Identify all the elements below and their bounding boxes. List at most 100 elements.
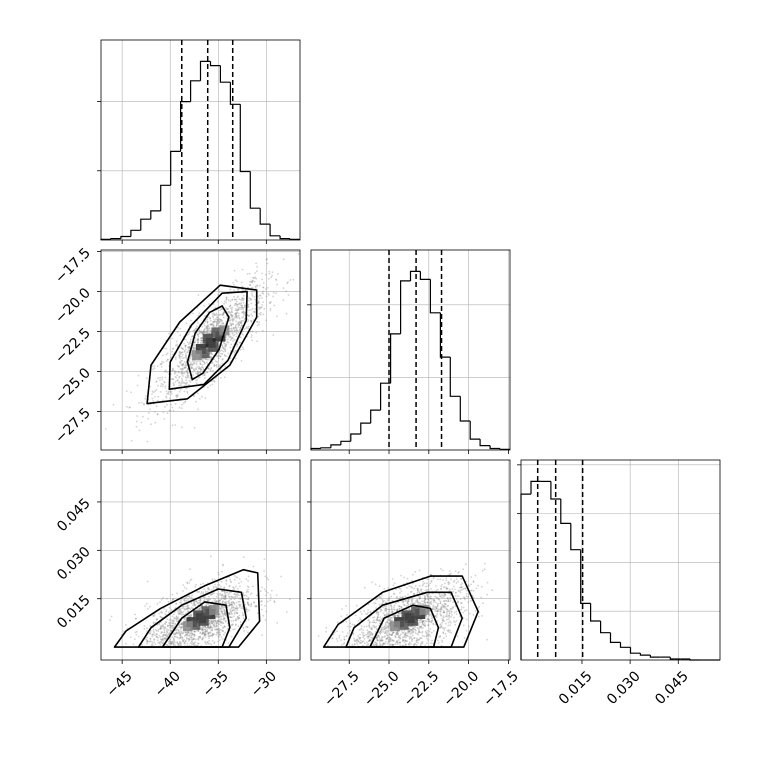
sample-point — [208, 626, 211, 629]
sample-point — [369, 610, 372, 613]
sample-point — [185, 588, 188, 590]
sample-point — [175, 396, 178, 399]
sample-point — [440, 626, 442, 628]
sample-point — [206, 331, 209, 334]
sample-point — [222, 347, 225, 349]
density-cell — [407, 615, 418, 626]
sample-point — [215, 620, 217, 623]
sample-point — [241, 324, 243, 327]
sample-point — [191, 641, 194, 643]
sample-point — [218, 623, 221, 625]
sample-point — [231, 330, 234, 332]
sample-point — [159, 379, 161, 382]
sample-point — [237, 597, 240, 600]
sample-point — [200, 331, 202, 334]
sample-point — [379, 630, 382, 633]
sample-point — [416, 632, 419, 635]
sample-point — [196, 602, 199, 605]
sample-point — [435, 596, 438, 599]
sample-point — [244, 606, 247, 609]
sample-point — [250, 280, 253, 283]
sample-point — [232, 601, 235, 604]
sample-point — [164, 637, 167, 640]
sample-point — [159, 390, 162, 393]
sample-point — [188, 638, 190, 640]
sample-point — [430, 615, 433, 617]
sample-point — [242, 348, 245, 350]
sample-point — [261, 586, 263, 589]
sample-point — [212, 325, 215, 328]
sample-point — [338, 636, 341, 639]
sample-point — [199, 632, 202, 634]
sample-point — [250, 298, 253, 301]
sample-point — [343, 638, 346, 641]
density-cell — [190, 619, 201, 630]
sample-point — [161, 638, 164, 641]
panel-scatter-2-1: −27.5−25.0−22.5−20.0−17.5 — [307, 459, 522, 710]
sample-point — [174, 376, 177, 378]
sample-point — [394, 615, 396, 618]
sample-point — [421, 634, 424, 637]
sample-point — [222, 626, 225, 629]
sample-point — [467, 601, 470, 603]
sample-point — [416, 639, 419, 641]
sample-point — [161, 638, 164, 640]
sample-point — [236, 309, 239, 312]
sample-point — [223, 625, 226, 628]
sample-point — [442, 579, 444, 581]
sample-point — [401, 596, 403, 599]
sample-point — [275, 292, 277, 295]
sample-point — [345, 635, 348, 637]
sample-point — [428, 630, 431, 633]
sample-point — [266, 262, 269, 265]
sample-point — [156, 633, 159, 636]
sample-point — [379, 620, 382, 622]
sample-point — [229, 319, 232, 322]
sample-point — [227, 335, 230, 337]
sample-point — [172, 597, 175, 600]
sample-point — [227, 299, 230, 301]
sample-point — [146, 627, 148, 630]
sample-point — [436, 605, 439, 607]
sample-point — [176, 331, 179, 333]
sample-point — [262, 286, 265, 289]
sample-point — [417, 622, 420, 625]
sample-point — [211, 379, 214, 382]
sample-point — [379, 631, 381, 634]
sample-point — [233, 598, 236, 600]
sample-point — [380, 609, 383, 612]
sample-point — [421, 621, 424, 624]
sample-point — [176, 374, 179, 377]
sample-point — [191, 634, 193, 637]
sample-point — [401, 644, 404, 647]
sample-point — [190, 632, 193, 634]
sample-point — [402, 600, 404, 603]
sample-point — [368, 639, 371, 642]
sample-point — [149, 403, 152, 406]
sample-point — [226, 627, 229, 630]
hist-bar — [269, 224, 281, 237]
sample-point — [224, 594, 227, 597]
sample-point — [179, 334, 182, 337]
sample-point — [159, 636, 162, 638]
sample-point — [341, 608, 343, 610]
sample-point — [248, 609, 250, 612]
sample-point — [179, 353, 182, 355]
sample-point — [428, 614, 431, 617]
sample-point — [414, 632, 417, 634]
sample-point — [232, 319, 235, 321]
sample-point — [461, 602, 463, 604]
sample-point — [262, 301, 265, 303]
sample-point — [390, 638, 392, 640]
sample-point — [417, 603, 419, 606]
sample-point — [217, 573, 220, 576]
sample-point — [223, 342, 226, 345]
hist-bar — [330, 444, 341, 448]
sample-point — [438, 608, 441, 611]
sample-point — [218, 321, 221, 324]
sample-point — [253, 311, 256, 314]
sample-point — [178, 354, 180, 357]
sample-point — [238, 329, 241, 332]
sample-point — [163, 631, 166, 633]
sample-point — [164, 627, 167, 630]
